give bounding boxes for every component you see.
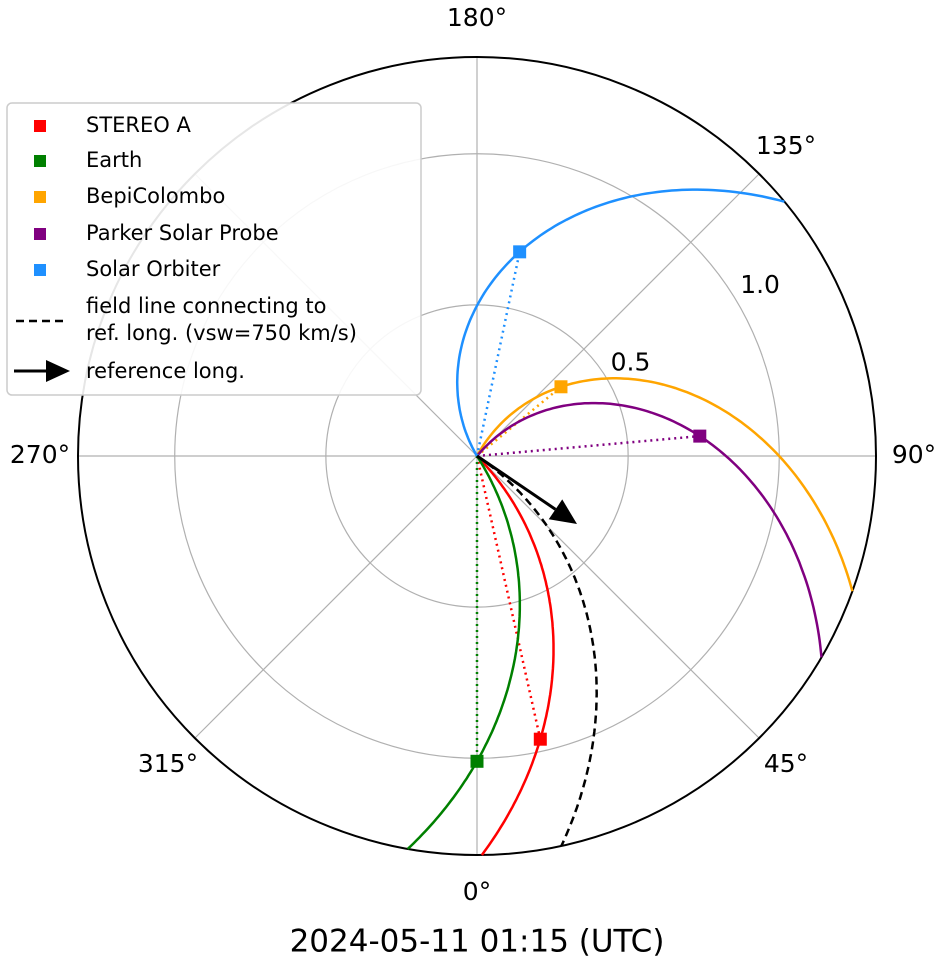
- legend-arrow-head: [46, 360, 70, 382]
- field-line: [476, 401, 823, 658]
- theta-grid-line: [476, 455, 760, 739]
- radial-connector: [476, 434, 700, 458]
- chart-title: 2024-05-11 01:15 (UTC): [290, 924, 665, 960]
- field-line: [476, 455, 555, 856]
- theta-tick-label: 45°: [764, 749, 808, 778]
- body-marker: [554, 380, 568, 394]
- legend: STEREO A Earth BepiColombo Parker Solar Pro…: [6, 102, 422, 396]
- legend-label: BepiColombo: [86, 184, 225, 208]
- legend-marker: [34, 155, 46, 167]
- field-line: [455, 188, 785, 457]
- polar-frame: [77, 56, 877, 856]
- legend-label: Earth: [86, 148, 142, 172]
- legend-box: [6, 102, 422, 396]
- r-tick-label: 1.0: [740, 270, 780, 299]
- theta-tick-label: 90°: [892, 440, 936, 469]
- field-line: [475, 377, 854, 592]
- legend-marker: [34, 120, 46, 132]
- theta-grid-line: [476, 173, 760, 457]
- legend-marker: [34, 264, 46, 276]
- legend-label: STEREO A: [86, 113, 191, 137]
- legend-marker: [34, 191, 46, 203]
- reference-arrow-head: [548, 499, 578, 524]
- legend-label: Parker Solar Probe: [86, 221, 279, 245]
- legend-marker: [34, 228, 46, 240]
- legend-label: field line connecting to: [86, 294, 327, 318]
- reference-arrow-shaft: [476, 454, 557, 511]
- legend-label: ref. long. (vsw=750 km/s): [86, 321, 357, 345]
- theta-tick-label: 180°: [447, 3, 507, 32]
- legend-label: Solar Orbiter: [86, 257, 221, 281]
- reference-field-line: [476, 454, 598, 847]
- body-marker: [470, 754, 484, 768]
- theta-grid-line: [194, 455, 478, 739]
- radial-connector: [475, 455, 542, 740]
- theta-tick-label: 135°: [756, 131, 816, 160]
- field-line: [406, 455, 522, 850]
- theta-tick-label: 270°: [10, 440, 70, 469]
- theta-tick-label: 315°: [138, 749, 198, 778]
- r-tick-label: 0.5: [611, 348, 651, 377]
- legend-label: reference long.: [86, 359, 245, 383]
- body-marker: [513, 245, 527, 259]
- theta-tick-label: 0°: [463, 877, 491, 906]
- body-marker: [533, 732, 547, 746]
- body-marker: [693, 429, 707, 443]
